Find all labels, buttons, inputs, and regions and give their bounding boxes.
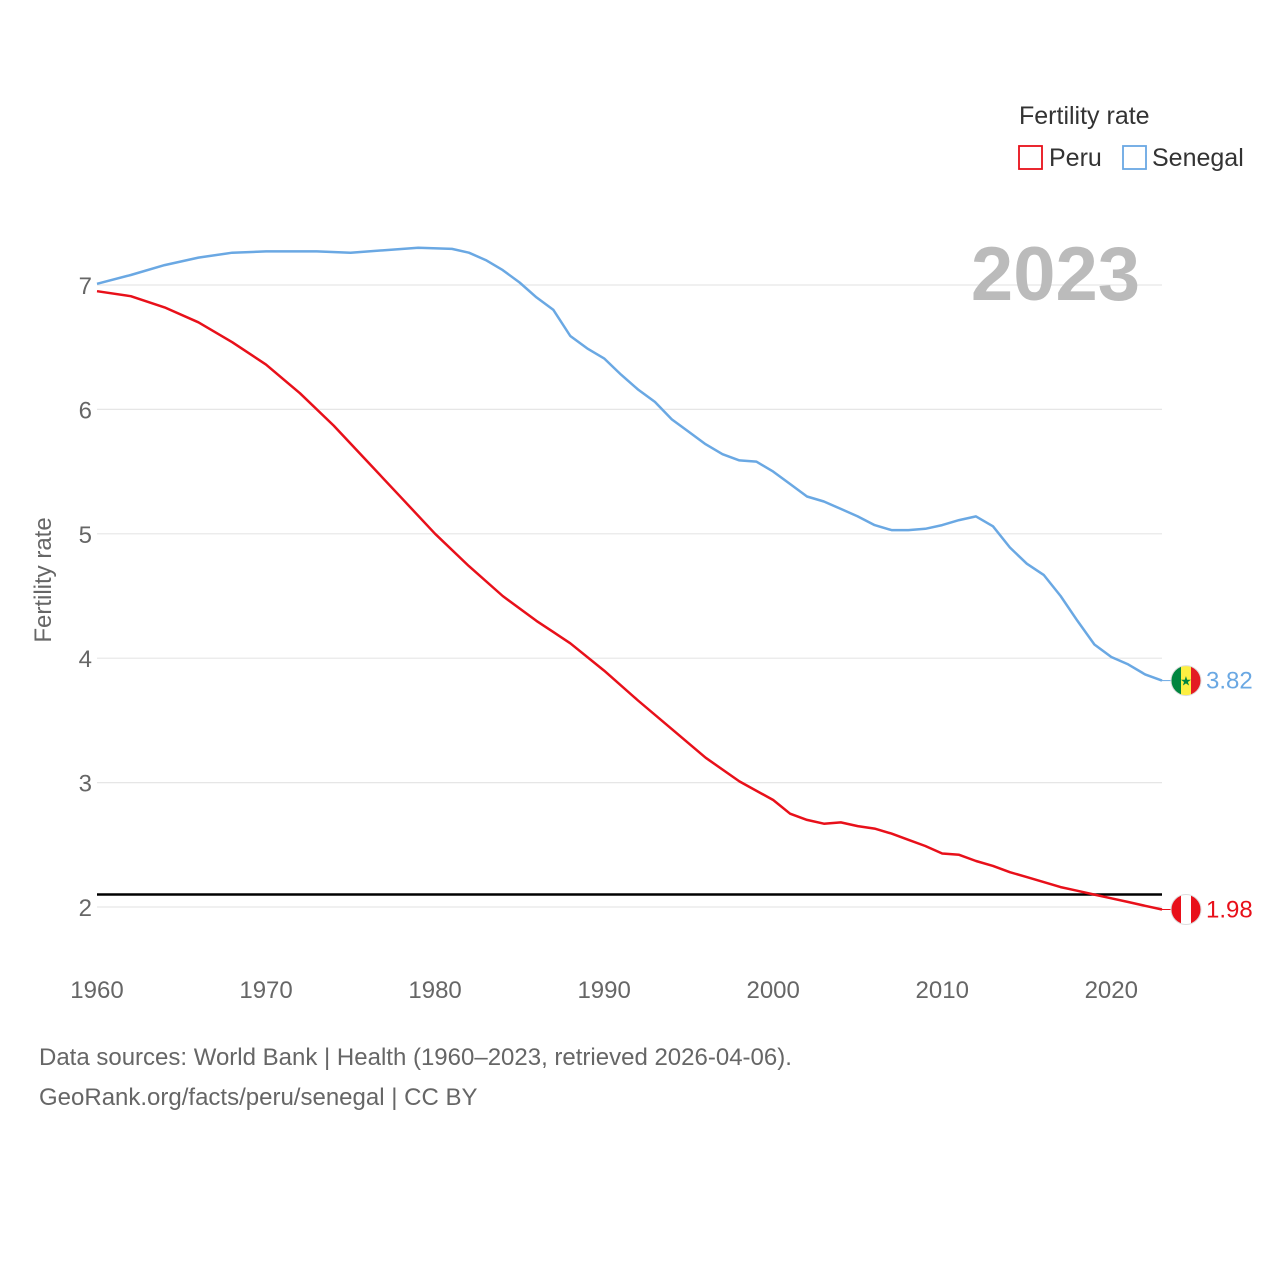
legend-swatch-peru: [1018, 145, 1043, 170]
end-value-peru: 1.98: [1206, 896, 1253, 923]
x-tick-label: 2000: [746, 977, 799, 1004]
legend-swatch-senegal: [1122, 145, 1147, 170]
svg-text:★: ★: [1180, 675, 1192, 690]
y-axis-label: Fertility rate: [30, 517, 57, 642]
gridlines: [97, 284, 1162, 908]
legend-title: Fertility rate: [1019, 102, 1150, 130]
x-axis-ticks: 1960 1970 1980 1990 2000 2010 2020: [70, 977, 1138, 1004]
y-tick-label: 3: [79, 771, 92, 798]
attribution-note: GeoRank.org/facts/peru/senegal | CC BY: [39, 1084, 478, 1111]
legend: Fertility rate Peru Senegal: [1018, 102, 1244, 172]
series-line-senegal: [96, 246, 1163, 682]
series-lines: [96, 246, 1163, 911]
legend-item-peru[interactable]: Peru: [1018, 144, 1102, 172]
x-tick-label: 2020: [1085, 977, 1138, 1004]
year-label: 2023: [971, 232, 1140, 317]
senegal-flag-icon: ★: [1170, 665, 1202, 697]
x-tick-label: 2010: [916, 977, 969, 1004]
x-tick-label: 1980: [408, 977, 461, 1004]
y-tick-label: 4: [79, 646, 92, 673]
y-tick-label: 6: [79, 397, 92, 424]
x-tick-label: 1970: [239, 977, 292, 1004]
series-end-markers: 1.98 ★ 3.82: [1162, 665, 1253, 925]
y-tick-label: 7: [79, 273, 92, 300]
legend-label-peru: Peru: [1049, 144, 1102, 172]
x-tick-label: 1990: [577, 977, 630, 1004]
y-tick-label: 2: [79, 895, 92, 922]
series-line-peru: [96, 289, 1163, 911]
end-value-senegal: 3.82: [1206, 668, 1253, 695]
legend-label-senegal: Senegal: [1152, 144, 1244, 172]
y-tick-label: 5: [79, 522, 92, 549]
data-sources-note: Data sources: World Bank | Health (1960–…: [39, 1044, 792, 1071]
peru-flag-icon: [1170, 893, 1202, 925]
y-axis-ticks: 2 3 4 5 6 7: [79, 273, 92, 922]
x-tick-label: 1960: [70, 977, 123, 1004]
legend-item-senegal[interactable]: Senegal: [1122, 144, 1244, 172]
